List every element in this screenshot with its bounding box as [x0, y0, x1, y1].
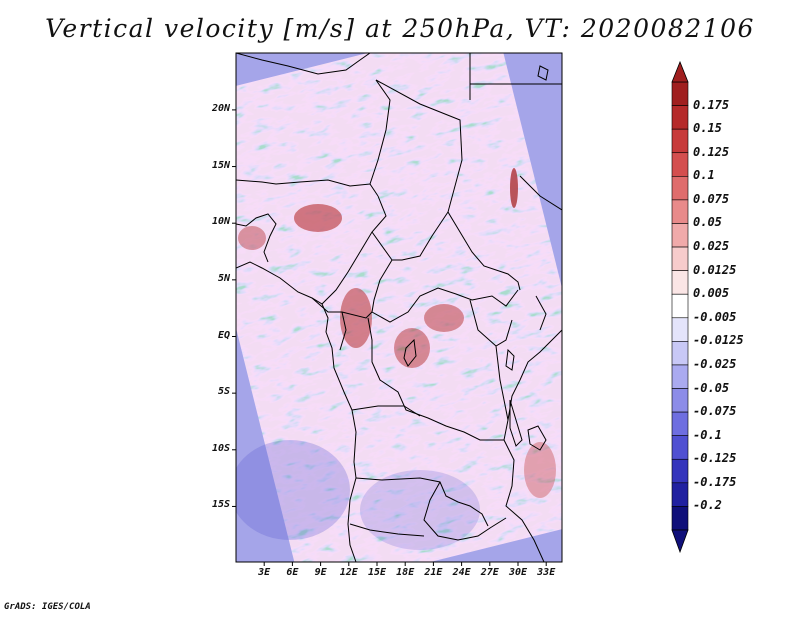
colorbar-box: [671, 246, 689, 271]
colorbar-level-label: -0.125: [693, 451, 737, 466]
lake: [509, 399, 523, 447]
colorbar-level-label: 0.0125: [693, 262, 737, 277]
lake: [403, 338, 417, 367]
lat-tick-label: EQ: [217, 329, 230, 341]
lon-tick-label: 15E: [367, 567, 387, 578]
colorbar-box: [671, 293, 689, 319]
lon-tick-label: 18E: [396, 567, 415, 578]
lon-tick-label: 6E: [286, 567, 299, 578]
colorbar-box: [671, 199, 689, 224]
colorbar-box: [671, 317, 689, 342]
colorbar-level-label: -0.175: [693, 474, 737, 489]
lon-tick-label: 3E: [258, 567, 271, 578]
colorbar-box: [671, 81, 689, 106]
updraft-core: [394, 328, 430, 368]
lon-tick-label: 24E: [452, 567, 471, 578]
colorbar-box: [671, 223, 689, 248]
colorbar-box: [671, 388, 689, 413]
updraft-core: [510, 168, 518, 208]
lon-tick-label: 33E: [537, 567, 556, 578]
lake: [537, 65, 549, 81]
colorbar-box: [671, 435, 689, 460]
colorbar-box: [671, 176, 689, 201]
colorbar-top-arrow: [671, 60, 689, 83]
lat-tick-label: 20N: [211, 102, 230, 114]
colorbar-level-label: 0.025: [693, 239, 730, 254]
lon-tick-label: 21E: [424, 567, 443, 578]
plot-title: Vertical velocity [m/s] at 250hPa, VT: 2…: [45, 14, 755, 43]
lat-tick-label: 5S: [217, 386, 230, 398]
lon-tick-label: 9E: [314, 567, 327, 578]
lake: [527, 425, 547, 451]
lat-tick-label: 5N: [217, 272, 230, 284]
lat-tick-label: 15S: [211, 499, 230, 511]
colorbar-level-label: 0.175: [693, 97, 730, 112]
colorbar-box: [671, 411, 689, 436]
colorbar: [671, 60, 689, 554]
lat-tick-label: 10S: [211, 442, 230, 454]
lon-tick-label: 12E: [339, 567, 358, 578]
lon-tick-label: 27E: [480, 567, 499, 578]
colorbar-box: [671, 128, 689, 154]
longitude-ticks: [263, 562, 547, 566]
colorbar-level-label: 0.125: [693, 144, 730, 159]
colorbar-level-label: 0.1: [693, 168, 715, 183]
grads-credit: GrADS: IGES/COLA: [4, 602, 91, 612]
colorbar-box: [671, 482, 689, 507]
lon-tick-label: 30E: [508, 567, 528, 578]
colorbar-box: [671, 506, 689, 531]
colorbar-box: [671, 270, 689, 295]
updraft-core: [424, 304, 464, 332]
updraft-core: [238, 226, 266, 250]
colorbar-box: [671, 364, 689, 389]
colorbar-level-label: -0.005: [693, 309, 737, 324]
colorbar-box: [671, 152, 689, 177]
velocity-field: [236, 53, 562, 562]
colorbar-level-label: -0.0125: [693, 333, 744, 348]
colorbar-level-label: 0.15: [693, 121, 722, 136]
country-borders: [236, 53, 562, 562]
colorbar-level-label: -0.025: [693, 356, 737, 371]
colorbar-box: [671, 458, 689, 484]
colorbar-level-label: 0.005: [693, 286, 730, 301]
coastline: [236, 261, 357, 562]
updraft-core: [340, 288, 372, 348]
east-coastline: [503, 329, 562, 562]
colorbar-level-label: -0.05: [693, 380, 730, 395]
map-frame: [235, 52, 563, 563]
colorbar-bottom-arrow: [671, 529, 689, 554]
lat-tick-label: 15N: [211, 159, 230, 171]
colorbar-level-label: 0.075: [693, 191, 730, 206]
lake: [505, 348, 515, 371]
colorbar-box: [671, 341, 689, 366]
colorbar-level-label: -0.1: [693, 427, 722, 442]
colorbar-level-label: -0.075: [693, 404, 737, 419]
updraft-core: [294, 204, 342, 232]
colorbar-level-label: -0.2: [693, 498, 722, 513]
colorbar-level-label: 0.05: [693, 215, 722, 230]
lat-tick-label: 10N: [211, 216, 230, 228]
colorbar-box: [671, 105, 689, 130]
latitude-ticks: [232, 109, 236, 507]
updraft-core: [524, 442, 556, 498]
velocity-texture: [236, 53, 562, 562]
